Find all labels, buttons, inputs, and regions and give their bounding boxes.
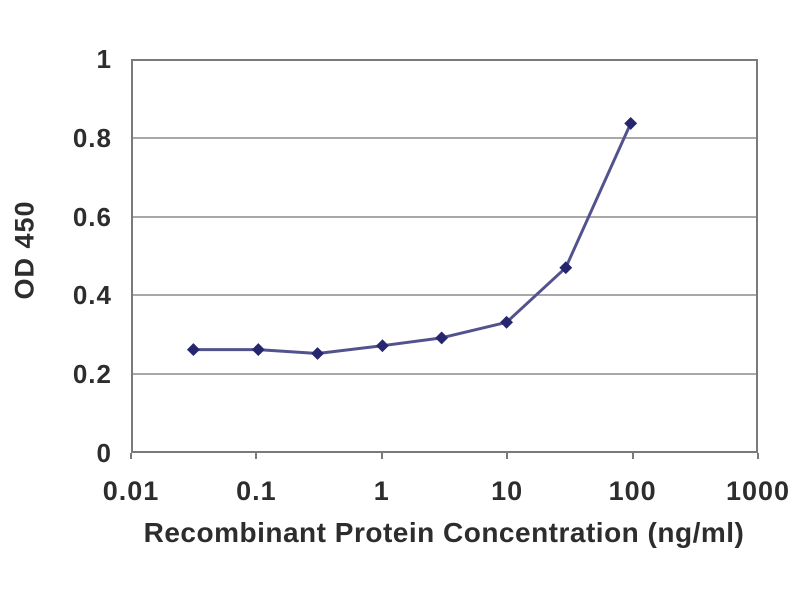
data-point-marker xyxy=(624,116,638,130)
x-tick-mark xyxy=(255,453,258,459)
x-tick-label: 1000 xyxy=(725,476,791,506)
plot-area xyxy=(131,59,758,453)
x-tick-label: 0.01 xyxy=(102,476,160,506)
x-tick-mark xyxy=(380,453,383,459)
x-tick-label: 10 xyxy=(491,476,524,506)
y-tick-label: 0.4 xyxy=(72,280,112,311)
x-axis-title: Recombinant Protein Concentration (ng/ml… xyxy=(143,517,745,548)
y-tick-label: 1 xyxy=(96,44,112,74)
data-point-marker xyxy=(376,339,389,353)
gridline-y-0.8 xyxy=(133,136,756,139)
data-point-marker xyxy=(311,347,324,360)
gridline-y-0.6 xyxy=(133,215,756,218)
y-tick-label: 0.8 xyxy=(72,122,112,153)
data-point-marker xyxy=(251,343,265,357)
series-plot-layer xyxy=(186,116,638,360)
y-tick-label: 0 xyxy=(96,438,112,468)
gridline-y-0.4 xyxy=(133,294,756,297)
data-point-marker xyxy=(559,261,573,275)
x-tick-mark xyxy=(130,453,132,459)
data-point-marker xyxy=(186,343,200,357)
y-tick-label: 0.2 xyxy=(72,359,112,390)
y-tick-label: 0.6 xyxy=(72,201,112,232)
gridline-y-0.2 xyxy=(133,373,756,376)
x-tick-label: 0.1 xyxy=(236,476,277,506)
x-tick-mark xyxy=(757,453,759,459)
series-line xyxy=(191,121,633,355)
x-tick-mark xyxy=(506,453,509,459)
data-point-marker xyxy=(435,331,449,345)
x-tick-label: 1 xyxy=(373,476,390,506)
x-tick-mark xyxy=(631,453,634,459)
x-tick-label: 100 xyxy=(608,476,657,506)
